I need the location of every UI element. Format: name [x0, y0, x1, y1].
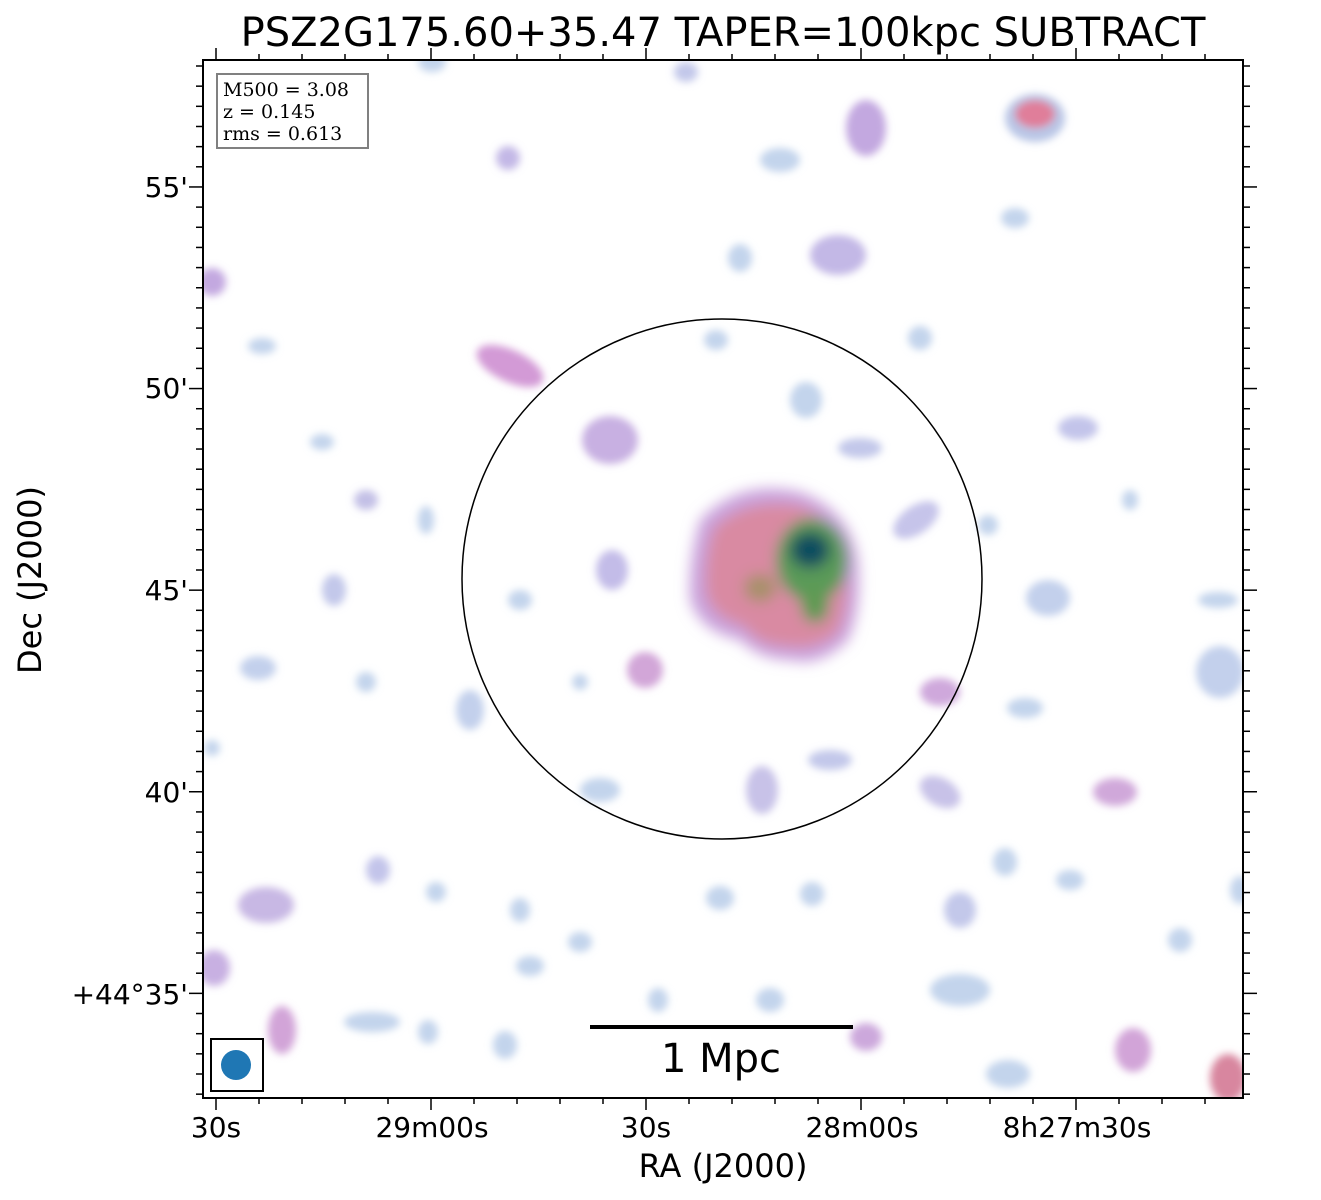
x-tick-30s-left: 30s: [191, 1111, 241, 1144]
beam-indicator: [210, 1038, 264, 1092]
x-axis-label: RA (J2000): [638, 1147, 808, 1185]
info-box: M500 = 3.08 z = 0.145 rms = 0.613: [216, 73, 369, 149]
y-tick-35: +44°35': [72, 978, 188, 1011]
r500-circle: [461, 318, 983, 840]
x-tick-30s-mid: 30s: [621, 1111, 671, 1144]
info-mass: M500 = 3.08: [223, 79, 349, 101]
plot-frame: [202, 59, 1244, 1099]
emission-map: [203, 60, 1243, 1098]
scalebar-label: 1 Mpc: [661, 1036, 781, 1082]
y-tick-labels: 55' 50' 45' 40' +44°35': [72, 171, 188, 1011]
y-tick-55: 55': [145, 171, 188, 204]
central-radio-halo: [689, 488, 859, 662]
plot-title: PSZ2G175.60+35.47 TAPER=100kpc SUBTRACT: [240, 10, 1206, 56]
y-tick-40: 40': [145, 776, 188, 809]
info-rms: rms = 0.613: [223, 123, 342, 145]
noise-blobs: [203, 60, 1243, 1098]
x-tick-28m00s: 28m00s: [805, 1111, 918, 1144]
y-tick-45: 45': [145, 574, 188, 607]
axis-ticks: [189, 48, 1257, 1110]
x-tick-labels: 30s 29m00s 30s 28m00s 8h27m30s: [191, 1111, 1151, 1144]
scale-bar: 1 Mpc: [590, 1025, 853, 1082]
x-tick-8h27m30s: 8h27m30s: [1003, 1111, 1152, 1144]
info-redshift: z = 0.145: [223, 101, 315, 123]
y-tick-50: 50': [145, 372, 188, 405]
beam-ellipse: [221, 1050, 251, 1080]
x-tick-29m00s: 29m00s: [375, 1111, 488, 1144]
